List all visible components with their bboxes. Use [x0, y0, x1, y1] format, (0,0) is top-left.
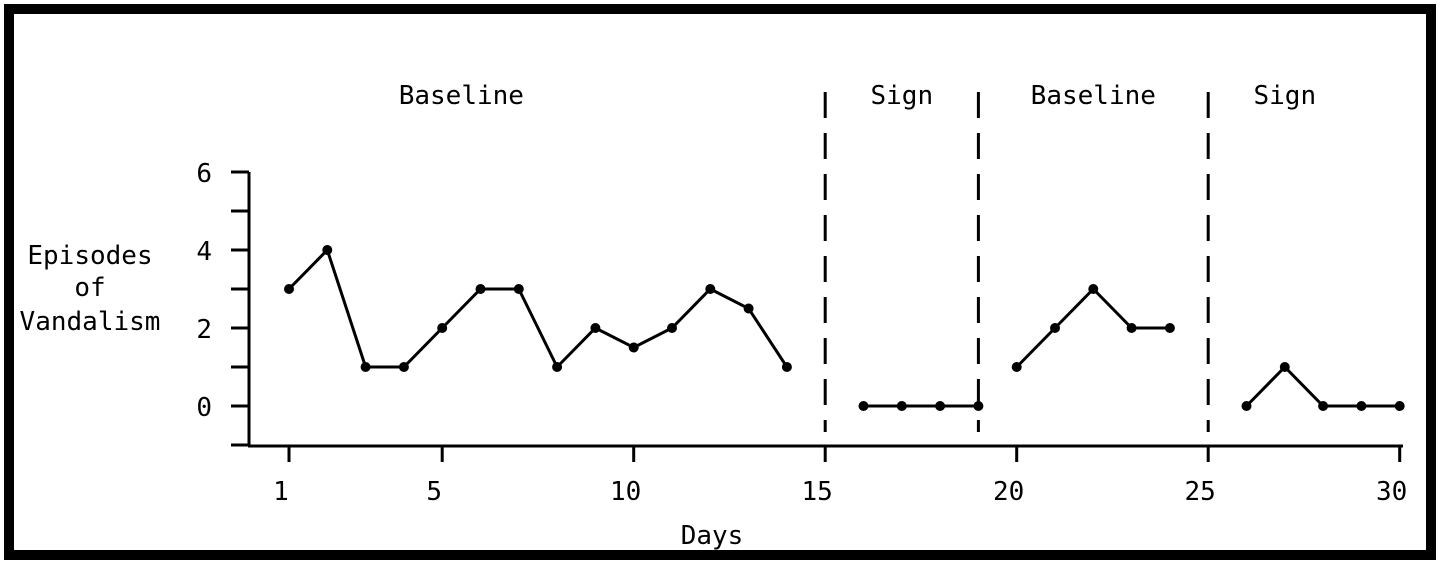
series-line: [1245, 364, 1400, 408]
chart-frame: [4, 4, 1436, 560]
data-point: [858, 401, 869, 411]
x-tick-label: 30: [1376, 477, 1407, 507]
data-point: [590, 323, 601, 333]
phase-label: Baseline: [399, 81, 524, 111]
y-tick-label: 4: [196, 237, 212, 267]
x-tick-label: 20: [993, 477, 1024, 507]
data-point: [1279, 362, 1290, 372]
x-axis-label: Days: [681, 521, 744, 551]
series-line: [1015, 286, 1170, 369]
data-point: [475, 284, 486, 294]
data-point: [437, 323, 448, 333]
data-point: [284, 284, 294, 294]
x-tick-label: 1: [273, 477, 289, 507]
data-point: [1356, 401, 1367, 411]
x-ticks: 1 5 10 15 20 25 30: [273, 446, 1407, 507]
phase-change-lines: [823, 92, 1210, 432]
x-tick-label: 10: [610, 477, 641, 507]
x-tick-label: 25: [1185, 477, 1216, 507]
data-point: [1126, 323, 1137, 333]
data-point: [705, 284, 716, 294]
data-point: [667, 323, 677, 333]
data-point: [322, 245, 333, 255]
y-axis-label-line-1: Episodes: [27, 241, 152, 271]
data-point: [398, 362, 409, 372]
data-point: [935, 401, 946, 411]
data-point: [1318, 401, 1329, 411]
data-point: [1394, 401, 1405, 411]
data-series: [284, 245, 1405, 411]
data-point: [973, 401, 984, 411]
data-point: [1011, 362, 1022, 372]
data-point: [896, 401, 907, 411]
data-point: [1164, 323, 1175, 333]
phase-label: Sign: [870, 81, 933, 111]
data-point: [1088, 284, 1099, 294]
y-axis-label-line-3: Vandalism: [20, 307, 161, 337]
data-point: [513, 284, 524, 294]
y-tick-label: 2: [196, 315, 212, 345]
phase-labels: Baseline Sign Baseline Sign: [399, 81, 1316, 111]
data-point: [743, 303, 754, 314]
phase-label: Baseline: [1031, 81, 1156, 111]
y-axis-label-line-2: of: [74, 273, 105, 303]
x-tick-label: 15: [802, 477, 833, 507]
data-point: [1241, 401, 1252, 411]
y-ticks: 0 2 4 6: [196, 159, 249, 447]
series-line: [287, 247, 789, 370]
data-point: [552, 362, 563, 372]
y-tick-label: 0: [196, 393, 212, 423]
data-point: [628, 342, 639, 353]
phase-label: Sign: [1253, 81, 1316, 111]
data-point: [781, 362, 792, 372]
x-tick-label: 5: [426, 477, 442, 507]
data-point: [1050, 323, 1060, 333]
y-tick-label: 6: [196, 159, 212, 189]
data-point: [360, 362, 371, 372]
